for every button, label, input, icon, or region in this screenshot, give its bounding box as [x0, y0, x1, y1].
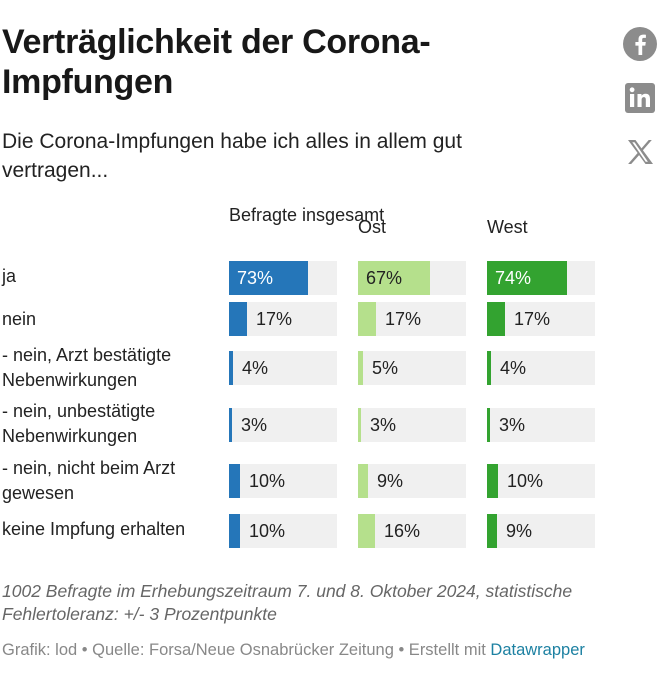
- bar-unbestaetigt-ost: [358, 408, 361, 442]
- bar-nicht-beim-arzt-west: [487, 464, 498, 498]
- row-label-nicht-beim-arzt: - nein, nicht beim Arzt gewesen: [2, 458, 176, 503]
- bar-unbestaetigt-west: [487, 408, 490, 442]
- cell-ja-ost: 67%: [358, 261, 466, 295]
- datawrapper-link[interactable]: Datawrapper: [490, 641, 585, 659]
- cell-ja-west: 74%: [487, 261, 595, 295]
- chart-footer: Grafik: lod • Quelle: Forsa/Neue Osnabrü…: [2, 640, 663, 660]
- cell-arzt-bestaetigt-gesamt: 4%: [229, 351, 337, 385]
- value-label-nein-west: 17%: [514, 309, 551, 329]
- column-header-west: West: [487, 217, 528, 237]
- cell-keine-impfung-gesamt: 10%: [229, 514, 337, 548]
- value-label-nein-ost: 17%: [385, 309, 422, 329]
- chart-title: Verträglichkeit der Corona-Impfungen: [2, 23, 431, 101]
- value-label-unbestaetigt-west: 3%: [499, 415, 526, 435]
- value-label-unbestaetigt-gesamt: 3%: [241, 415, 268, 435]
- cell-nicht-beim-arzt-ost: 9%: [358, 464, 466, 498]
- bar-nein-west: [487, 302, 505, 336]
- value-label-keine-impfung-ost: 16%: [384, 521, 421, 541]
- linkedin-share-button[interactable]: [622, 80, 658, 116]
- chart-notes: 1002 Befragte im Erhebungszeitraum 7. un…: [2, 581, 573, 624]
- bar-ja-west: [487, 261, 567, 295]
- bar-ja-gesamt: [229, 261, 308, 295]
- cell-keine-impfung-west: 9%: [487, 514, 595, 548]
- value-label-nein-gesamt: 17%: [256, 309, 293, 329]
- bar-nein-gesamt: [229, 302, 247, 336]
- value-label-unbestaetigt-ost: 3%: [370, 415, 397, 435]
- value-label-keine-impfung-west: 9%: [506, 521, 533, 541]
- row-label-arzt-bestaetigt: - nein, Arzt bestätigte Nebenwirkungen: [2, 345, 172, 390]
- x-icon: [628, 140, 653, 164]
- cell-unbestaetigt-west: 3%: [487, 408, 595, 442]
- bar-keine-impfung-ost: [358, 514, 375, 548]
- cell-arzt-bestaetigt-ost: 5%: [358, 351, 466, 385]
- row-label-ja: ja: [2, 266, 17, 286]
- bar-nicht-beim-arzt-ost: [358, 464, 368, 498]
- bar-arzt-bestaetigt-west: [487, 351, 491, 385]
- linkedin-icon: [625, 83, 655, 113]
- cell-nein-gesamt: 17%: [229, 302, 337, 336]
- cell-nein-ost: 17%: [358, 302, 466, 336]
- value-label-arzt-bestaetigt-gesamt: 4%: [242, 358, 269, 378]
- value-label-ja-west: 74%: [495, 268, 532, 288]
- column-header-ost: Ost: [358, 217, 387, 237]
- value-label-keine-impfung-gesamt: 10%: [249, 521, 286, 541]
- x-share-button[interactable]: [622, 134, 658, 170]
- bar-ja-ost: [358, 261, 430, 295]
- bar-nicht-beim-arzt-gesamt: [229, 464, 240, 498]
- facebook-icon: [623, 27, 657, 61]
- bar-nein-ost: [358, 302, 376, 336]
- value-label-arzt-bestaetigt-ost: 5%: [372, 358, 399, 378]
- cell-nein-west: 17%: [487, 302, 595, 336]
- bar-arzt-bestaetigt-ost: [358, 351, 363, 385]
- cell-nicht-beim-arzt-west: 10%: [487, 464, 595, 498]
- cell-unbestaetigt-ost: 3%: [358, 408, 466, 442]
- bar-keine-impfung-west: [487, 514, 497, 548]
- row-label-nein: nein: [2, 309, 37, 329]
- facebook-share-button[interactable]: [622, 26, 658, 62]
- value-label-nicht-beim-arzt-west: 10%: [507, 471, 544, 491]
- cell-unbestaetigt-gesamt: 3%: [229, 408, 337, 442]
- bar-keine-impfung-gesamt: [229, 514, 240, 548]
- value-label-ja-gesamt: 73%: [237, 268, 274, 288]
- row-label-unbestaetigt: - nein, unbestätigte Nebenwirkungen: [2, 401, 156, 446]
- value-label-ja-ost: 67%: [366, 268, 403, 288]
- row-label-keine-impfung: keine Impfung erhalten: [2, 519, 186, 539]
- cell-nicht-beim-arzt-gesamt: 10%: [229, 464, 337, 498]
- bar-arzt-bestaetigt-gesamt: [229, 351, 233, 385]
- cell-ja-gesamt: 73%: [229, 261, 337, 295]
- cell-arzt-bestaetigt-west: 4%: [487, 351, 595, 385]
- bar-unbestaetigt-gesamt: [229, 408, 232, 442]
- value-label-arzt-bestaetigt-west: 4%: [500, 358, 527, 378]
- column-header-befragte-insgesamt: Befragte insgesamt: [229, 205, 385, 225]
- value-label-nicht-beim-arzt-ost: 9%: [377, 471, 404, 491]
- value-label-nicht-beim-arzt-gesamt: 10%: [249, 471, 286, 491]
- chart-subtitle: Die Corona-Impfungen habe ich alles in a…: [2, 130, 462, 182]
- footer-credit: Grafik: lod • Quelle: Forsa/Neue Osnabrü…: [2, 641, 491, 659]
- cell-keine-impfung-ost: 16%: [358, 514, 466, 548]
